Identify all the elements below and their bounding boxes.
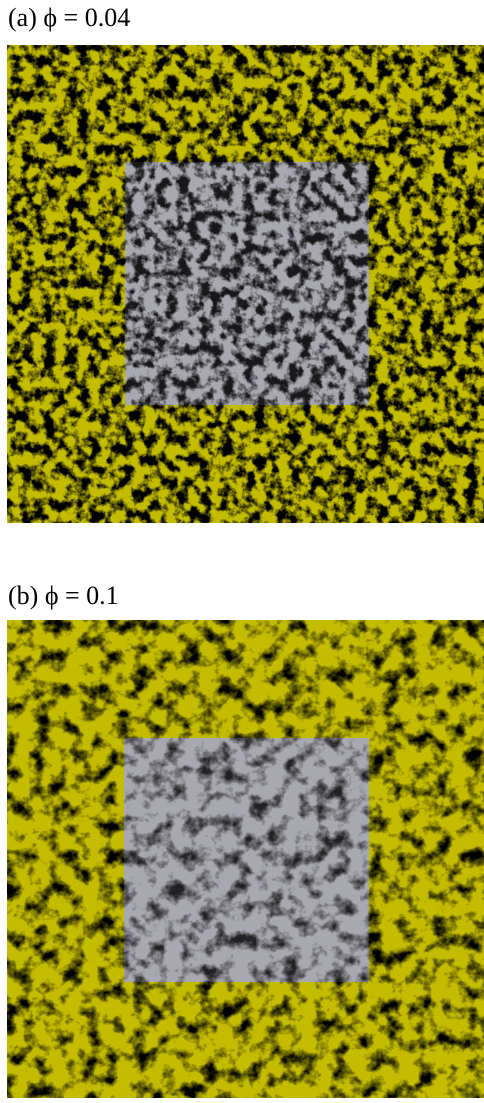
- panel-b: (b) ϕ = 0.1: [7, 581, 484, 1098]
- panel-label: (b) ϕ = 0.1: [8, 581, 119, 610]
- inner-square-texture: [124, 738, 369, 982]
- panel-label: (a) ϕ = 0.04: [8, 3, 130, 32]
- inner-square-texture: [125, 162, 369, 405]
- panel-a: (a) ϕ = 0.04: [7, 3, 484, 523]
- figure: (a) ϕ = 0.04 (b) ϕ = 0.1: [0, 0, 484, 1098]
